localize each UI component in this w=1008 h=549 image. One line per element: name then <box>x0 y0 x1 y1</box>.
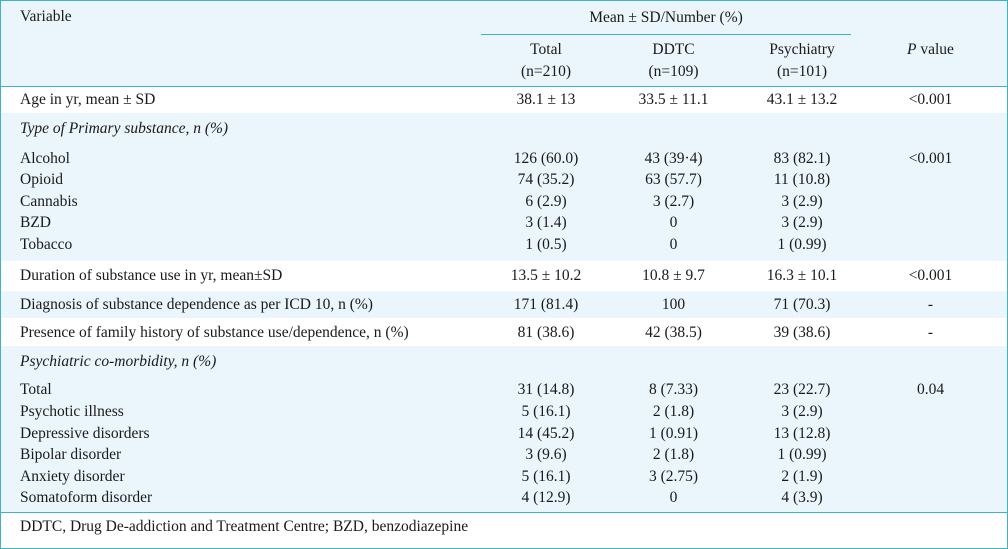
row-duration-psychiatry: 16.3 ± 10.1 <box>766 267 838 284</box>
row-opioid-ddtc: 63 (57.7) <box>645 171 702 188</box>
row-diagnosis-p: - <box>927 296 934 313</box>
row-bipolar-ddtc: 2 (1.8) <box>652 446 695 463</box>
header-p-letter: P <box>907 41 917 58</box>
row-psychotic-total: 5 (16.1) <box>521 403 571 420</box>
row-opioid-total: 74 (35.2) <box>517 171 575 188</box>
row-depressive-ddtc: 1 (0.91) <box>648 425 699 442</box>
header-variable: Variable <box>20 8 72 25</box>
row-anxiety-total: 5 (16.1) <box>521 468 571 485</box>
row-tobacco-label: Tobacco <box>20 236 73 253</box>
header-bottom-rule <box>1 86 1007 87</box>
row-anxiety-ddtc: 3 (2.75) <box>648 468 699 485</box>
row-psy-total-ddtc: 8 (7.33) <box>648 381 699 398</box>
row-opioid-psychiatry: 11 (10.8) <box>773 171 831 188</box>
row-psy-total-total: 31 (14.8) <box>517 381 575 398</box>
row-diagnosis-psychiatry: 71 (70.3) <box>773 296 831 313</box>
row-diagnosis-ddtc: 100 <box>661 296 686 313</box>
header-ddtc: DDTC <box>652 41 695 58</box>
header-group: Mean ± SD/Number (%) <box>589 9 743 26</box>
row-alcohol-total: 126 (60.0) <box>513 150 579 167</box>
row-bzd-psychiatry: 3 (2.9) <box>781 214 823 231</box>
header-p-suffix: value <box>916 41 954 58</box>
section-psychiatric-comorbidity: Psychiatric co-morbidity, n (%) <box>20 353 217 370</box>
row-psychotic-psychiatry: 3 (2.9) <box>781 403 823 420</box>
row-family-psychiatry: 39 (38.6) <box>773 324 831 341</box>
row-anxiety-label: Anxiety disorder <box>20 468 125 485</box>
row-bipolar-total: 3 (9.6) <box>525 446 567 463</box>
header-total-n: (n=210) <box>520 63 572 80</box>
row-duration-ddtc: 10.8 ± 9.7 <box>642 267 705 284</box>
row-alcohol-label: Alcohol <box>20 150 70 167</box>
header-ddtc-n: (n=109) <box>648 63 699 80</box>
table-footnote: DDTC, Drug De-addiction and Treatment Ce… <box>20 518 469 535</box>
row-age-psychiatry: 43.1 ± 13.2 <box>766 91 838 108</box>
row-bzd-ddtc: 0 <box>669 214 678 231</box>
row-somatoform-ddtc: 0 <box>669 489 678 506</box>
row-bzd-total: 3 (1.4) <box>525 214 567 231</box>
row-bipolar-label: Bipolar disorder <box>20 446 122 463</box>
row-alcohol-p: <0.001 <box>908 150 953 167</box>
header-group-rule <box>481 34 851 35</box>
header-psychiatry: Psychiatry <box>769 41 835 58</box>
row-age-total: 38.1 ± 13 <box>516 91 576 108</box>
row-depressive-psychiatry: 13 (12.8) <box>773 425 831 442</box>
row-band-footnote <box>1 513 1007 548</box>
row-bipolar-psychiatry: 1 (0.99) <box>777 446 827 463</box>
row-family-total: 81 (38.6) <box>517 324 575 341</box>
row-cannabis-psychiatry: 3 (2.9) <box>781 193 823 210</box>
row-cannabis-ddtc: 3 (2.7) <box>652 193 695 210</box>
row-opioid-label: Opioid <box>20 171 64 188</box>
row-tobacco-ddtc: 0 <box>669 236 678 253</box>
row-somatoform-total: 4 (12.9) <box>521 489 571 506</box>
row-bzd-label: BZD <box>20 214 51 231</box>
row-psy-total-psychiatry: 23 (22.7) <box>773 381 831 398</box>
row-anxiety-psychiatry: 2 (1.9) <box>781 468 823 485</box>
header-p-value: P value <box>868 39 993 60</box>
section-primary-substance: Type of Primary substance, n (%) <box>20 120 229 137</box>
row-psy-total-p: 0.04 <box>916 381 945 398</box>
row-family-p: - <box>927 324 934 341</box>
row-age-ddtc: 33.5 ± 11.1 <box>638 91 709 108</box>
row-age-p: <0.001 <box>908 91 953 108</box>
header-psychiatry-n: (n=101) <box>776 63 828 80</box>
row-psychotic-label: Psychotic illness <box>20 403 124 420</box>
row-duration-p: <0.001 <box>908 267 953 284</box>
row-alcohol-psychiatry: 83 (82.1) <box>773 150 831 167</box>
row-psy-total-label: Total <box>20 381 52 398</box>
row-diagnosis-label: Diagnosis of substance dependence as per… <box>20 296 373 313</box>
row-somatoform-label: Somatoform disorder <box>20 489 153 506</box>
row-depressive-total: 14 (45.2) <box>517 425 575 442</box>
header-total: Total <box>530 41 562 58</box>
row-age-label: Age in yr, mean ± SD <box>20 91 156 108</box>
row-depressive-label: Depressive disorders <box>20 425 150 442</box>
row-duration-label: Duration of substance use in yr, mean±SD <box>20 267 283 284</box>
row-psychotic-ddtc: 2 (1.8) <box>652 403 695 420</box>
row-somatoform-psychiatry: 4 (3.9) <box>781 489 823 506</box>
row-band-family <box>1 318 1007 346</box>
row-band-duration <box>1 261 1007 291</box>
row-diagnosis-total: 171 (81.4) <box>513 296 579 313</box>
row-alcohol-ddtc: 43 (39·4) <box>644 150 703 167</box>
row-duration-total: 13.5 ± 10.2 <box>510 267 582 284</box>
row-family-ddtc: 42 (38.5) <box>645 324 702 341</box>
row-tobacco-psychiatry: 1 (0.99) <box>777 236 827 253</box>
row-family-label: Presence of family history of substance … <box>20 324 409 341</box>
row-band-age <box>1 87 1007 113</box>
table-bottom-rule <box>1 512 1007 513</box>
row-cannabis-label: Cannabis <box>20 193 78 210</box>
row-tobacco-total: 1 (0.5) <box>525 236 567 253</box>
row-cannabis-total: 6 (2.9) <box>525 193 567 210</box>
